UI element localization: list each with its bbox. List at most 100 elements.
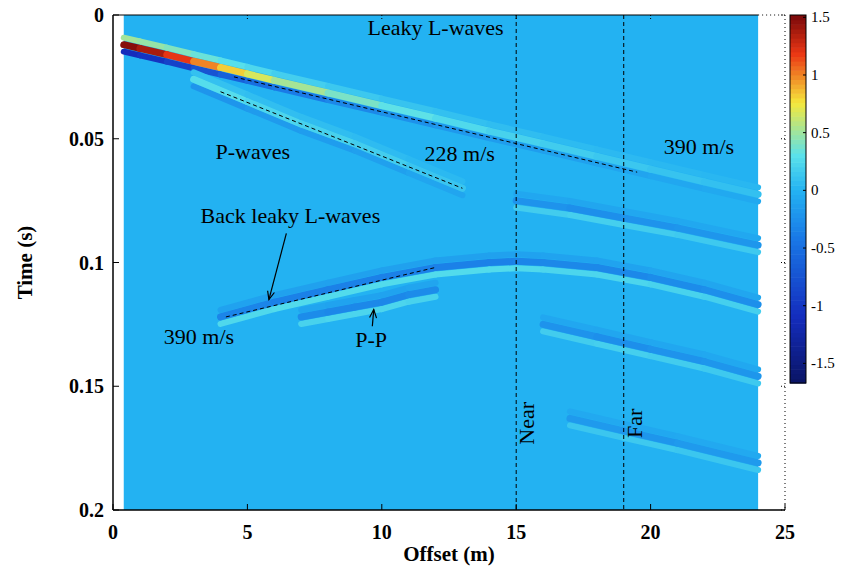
- event: [328, 93, 382, 106]
- event: [436, 263, 490, 268]
- colorbar-cell: [790, 213, 806, 218]
- event: [167, 55, 194, 62]
- colorbar-cell: [790, 346, 806, 351]
- colorbar-tick-label: 1: [811, 67, 819, 83]
- colorbar-tick-label: -1.5: [811, 355, 835, 371]
- colorbar-cell: [790, 342, 806, 347]
- colorbar-cell: [790, 300, 806, 305]
- colorbar-cell: [790, 296, 806, 301]
- colorbar-tick: [803, 305, 806, 306]
- colorbar-tick: [803, 74, 806, 75]
- y-tick: [780, 15, 785, 16]
- colorbar-cell: [790, 309, 806, 314]
- event: [704, 290, 758, 305]
- colorbar-cell: [790, 75, 806, 80]
- colorbar-cell: [790, 70, 806, 75]
- x-tick: [113, 504, 114, 510]
- colorbar-cell: [790, 20, 806, 25]
- colorbar-cell: [790, 125, 806, 130]
- y-tick-label: 0: [94, 4, 104, 26]
- event: [140, 48, 167, 54]
- colorbar-cell: [790, 29, 806, 34]
- annotation-arrowhead: [370, 310, 377, 319]
- colorbar-cell: [790, 47, 806, 52]
- colorbar-cell: [790, 291, 806, 296]
- x-tick-label: 15: [506, 521, 526, 543]
- colorbar-cell: [790, 227, 806, 232]
- colorbar-cell: [790, 365, 806, 370]
- event: [274, 80, 328, 93]
- colorbar-cell: [790, 351, 806, 356]
- colorbar-cell: [790, 135, 806, 140]
- event-lobe: [516, 254, 543, 255]
- y-tick: [113, 15, 119, 16]
- event: [677, 228, 758, 245]
- annotation-arrow: [269, 233, 286, 299]
- colorbar-cell: [790, 89, 806, 94]
- event: [301, 312, 328, 317]
- event: [247, 74, 274, 80]
- colorbar-cell: [790, 107, 806, 112]
- colorbar-cell: [790, 259, 806, 264]
- colorbar-cell: [790, 153, 806, 158]
- colorbar-cell: [790, 84, 806, 89]
- colorbar-cell: [790, 61, 806, 66]
- event: [624, 218, 678, 228]
- colorbar-tick-label: 1.5: [811, 9, 830, 25]
- colorbar-cell: [790, 355, 806, 360]
- colorbar-tick: [803, 363, 806, 364]
- event: [221, 302, 275, 317]
- y-tick: [780, 262, 785, 263]
- y-tick: [113, 386, 119, 387]
- colorbar-cell: [790, 328, 806, 333]
- x-axis-title: Offset (m): [403, 542, 495, 566]
- x-tick-label: 10: [372, 521, 392, 543]
- event: [301, 124, 355, 144]
- event: [382, 267, 436, 277]
- y-tick: [113, 262, 119, 263]
- colorbar-cell: [790, 181, 806, 186]
- event: [355, 302, 382, 307]
- colorbar-tick-label: -1: [811, 298, 824, 314]
- colorbar-cell: [790, 185, 806, 190]
- y-tick: [780, 138, 785, 139]
- colorbar-cell: [790, 282, 806, 287]
- colorbar-cell: [790, 305, 806, 310]
- colorbar-cell: [790, 93, 806, 98]
- colorbar-cell: [790, 121, 806, 126]
- event-lobe: [489, 268, 516, 269]
- annotation-arrowhead: [268, 291, 275, 300]
- colorbar-cell: [790, 162, 806, 167]
- colorbar-cell: [790, 254, 806, 259]
- event: [543, 263, 597, 268]
- colorbar-cell: [790, 102, 806, 107]
- y-tick-label: 0.05: [69, 128, 104, 150]
- event: [328, 307, 355, 312]
- event-lobe: [489, 254, 516, 255]
- colorbar-tick: [803, 248, 806, 249]
- annotation: Back leaky L-waves: [201, 203, 381, 228]
- event: [543, 324, 597, 336]
- colorbar-cell: [790, 277, 806, 282]
- y-tick: [780, 386, 785, 387]
- colorbar-cell: [790, 374, 806, 379]
- event: [382, 106, 436, 119]
- colorbar-cell: [790, 337, 806, 342]
- colorbar-cell: [790, 176, 806, 181]
- annotation: 228 m/s: [425, 141, 495, 166]
- event: [651, 349, 705, 361]
- colorbar-cell: [790, 369, 806, 374]
- x-tick: [650, 504, 651, 510]
- event: [651, 277, 705, 289]
- colorbar-cell: [790, 148, 806, 153]
- colorbar-cell: [790, 190, 806, 195]
- y-tick: [780, 510, 785, 511]
- colorbar-tick-label: 0.5: [811, 125, 830, 141]
- x-tick: [381, 504, 382, 510]
- colorbar-cell: [790, 217, 806, 222]
- event: [651, 169, 705, 182]
- colorbar-tick-label: 0: [811, 182, 819, 198]
- x-tick: [785, 504, 786, 510]
- colorbar-cell: [790, 15, 806, 20]
- colorbar-cell: [790, 314, 806, 319]
